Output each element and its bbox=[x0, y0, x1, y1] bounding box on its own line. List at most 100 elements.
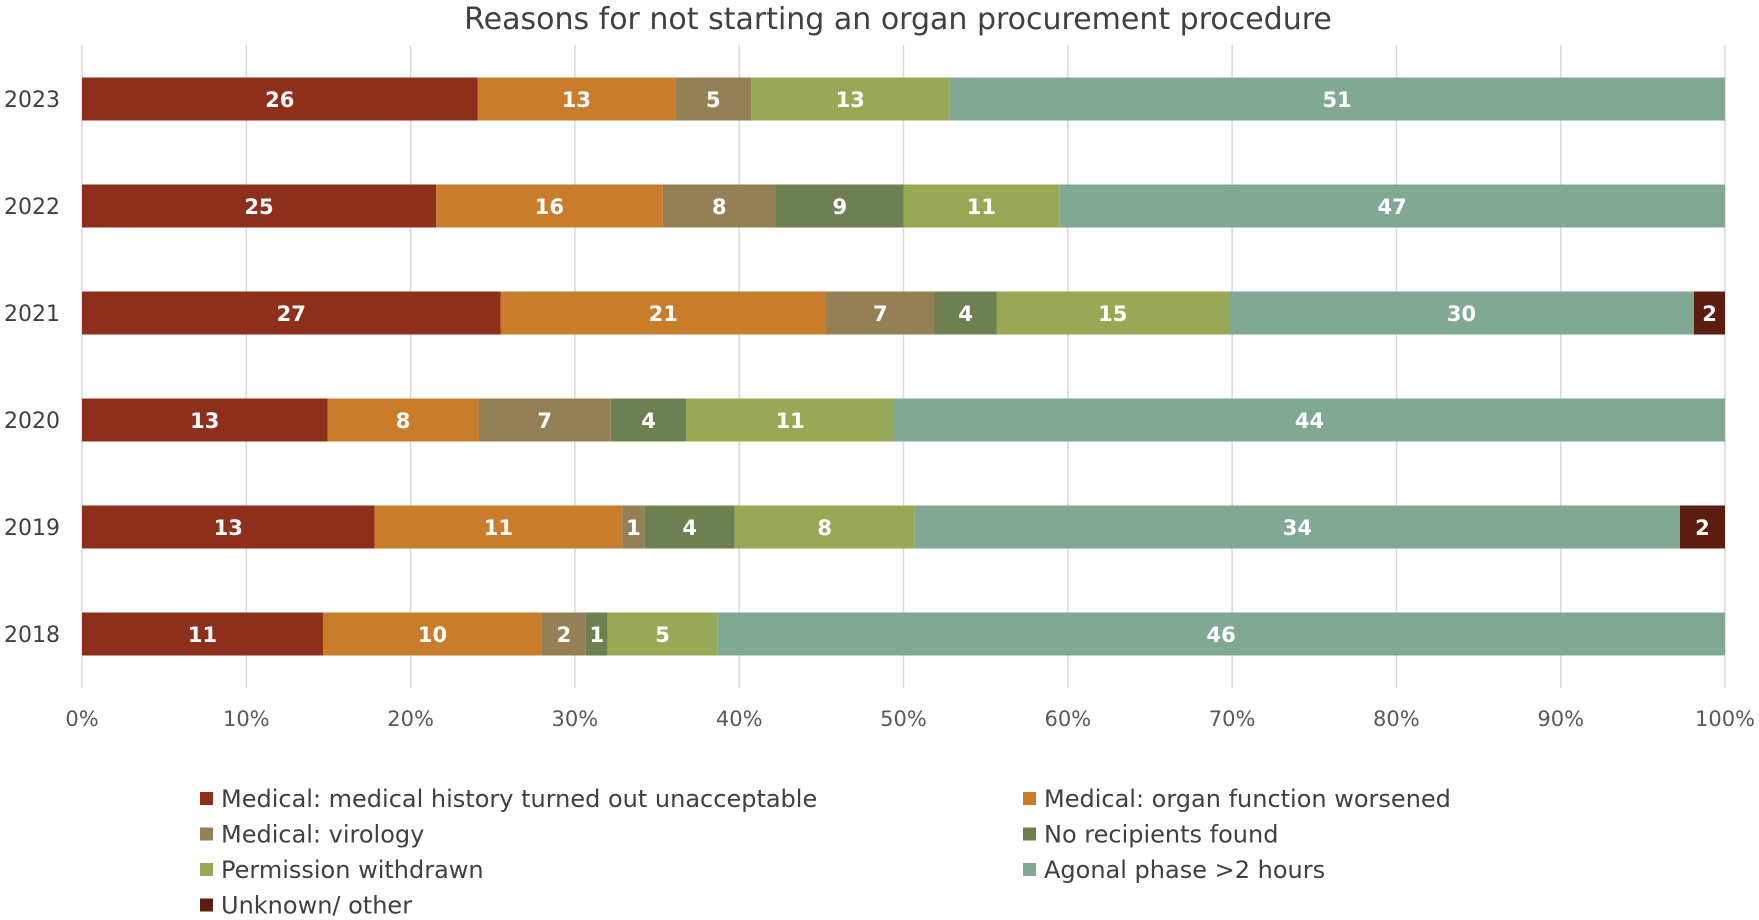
bar-data-label: 8 bbox=[396, 409, 411, 433]
bar-segment bbox=[894, 398, 1725, 442]
bar-data-label: 30 bbox=[1447, 302, 1476, 326]
bar-segment bbox=[322, 612, 543, 656]
bar-segment bbox=[662, 184, 777, 228]
bar-data-label: 16 bbox=[535, 195, 564, 219]
bar-segment bbox=[751, 77, 950, 121]
legend-swatch bbox=[200, 827, 213, 841]
bar-segment bbox=[82, 77, 478, 121]
x-tick-label: 70% bbox=[1209, 707, 1256, 731]
bar-data-label: 46 bbox=[1207, 623, 1236, 647]
legend-swatch bbox=[200, 898, 213, 912]
x-tick-label: 80% bbox=[1373, 707, 1420, 731]
bar-data-label: 7 bbox=[873, 302, 888, 326]
x-tick-label: 50% bbox=[880, 707, 927, 731]
bar-segment bbox=[903, 184, 1060, 228]
bar-segment bbox=[478, 398, 611, 442]
bar-segment bbox=[607, 612, 718, 656]
bar-segment bbox=[82, 291, 501, 335]
bar-data-label: 11 bbox=[776, 409, 805, 433]
x-tick-label: 100% bbox=[1695, 707, 1755, 731]
bar-data-label: 2 bbox=[557, 623, 572, 647]
bar-segment bbox=[734, 505, 915, 549]
year-label: 2018 bbox=[4, 623, 60, 648]
bar-data-label: 11 bbox=[188, 623, 217, 647]
bar-data-label: 4 bbox=[682, 516, 697, 540]
legend-label: Permission withdrawn bbox=[221, 856, 484, 884]
bar-segment bbox=[717, 612, 1725, 656]
bar-segment bbox=[1694, 291, 1725, 335]
bar-segment bbox=[996, 291, 1229, 335]
bar-segment bbox=[542, 612, 586, 656]
bar-segment bbox=[644, 505, 735, 549]
x-tick-label: 0% bbox=[65, 707, 98, 731]
bar-data-label: 8 bbox=[712, 195, 727, 219]
bar-segment bbox=[82, 398, 328, 442]
legend-label: Agonal phase >2 hours bbox=[1044, 856, 1325, 884]
bar-segment bbox=[82, 184, 437, 228]
legend-label: Medical: medical history turned out unac… bbox=[221, 785, 817, 813]
x-tick-label: 30% bbox=[552, 707, 599, 731]
bar-data-label: 10 bbox=[418, 623, 447, 647]
bar-data-label: 34 bbox=[1283, 516, 1312, 540]
year-labels: 2023 2022 2021 2020 2019 2018 bbox=[4, 88, 60, 648]
legend-swatch bbox=[1023, 863, 1036, 876]
bar-data-label: 51 bbox=[1322, 88, 1351, 112]
year-label: 2019 bbox=[4, 516, 60, 541]
bar-data-label: 9 bbox=[832, 195, 847, 219]
bar-data-label: 1 bbox=[626, 516, 641, 540]
bar-segment bbox=[436, 184, 663, 228]
bar-segment bbox=[1679, 505, 1725, 549]
bar-segment bbox=[477, 77, 676, 121]
bar-data-label: 7 bbox=[537, 409, 552, 433]
legend-label: Medical: virology bbox=[221, 821, 424, 849]
bar-data-label: 11 bbox=[484, 516, 513, 540]
chart-title: Reasons for not starting an organ procur… bbox=[464, 2, 1332, 37]
bar-data-label: 44 bbox=[1295, 409, 1324, 433]
bar-segment bbox=[826, 291, 935, 335]
bar-segment bbox=[610, 398, 687, 442]
legend: Medical: medical history turned out unac… bbox=[200, 785, 1451, 920]
bar-segment bbox=[500, 291, 826, 335]
bar-segment bbox=[949, 77, 1725, 121]
legend-swatch bbox=[1023, 792, 1036, 805]
bar-data-label: 27 bbox=[277, 302, 306, 326]
bar-segment bbox=[686, 398, 895, 442]
bar-segment bbox=[776, 184, 904, 228]
bar-segment bbox=[82, 505, 375, 549]
gridlines bbox=[81, 45, 1726, 688]
bar-data-label: 2 bbox=[1695, 516, 1710, 540]
bar-segment bbox=[82, 612, 323, 656]
x-tick-label: 40% bbox=[716, 707, 763, 731]
bar-data-label: 26 bbox=[265, 88, 294, 112]
bar-segment bbox=[622, 505, 645, 549]
year-label: 2022 bbox=[4, 195, 60, 220]
bar-data-label: 5 bbox=[706, 88, 721, 112]
bar-segment bbox=[585, 612, 608, 656]
x-axis-tick-labels: 0% 10% 20% 30% 40% 50% 60% 70% 80% 90% 100% bbox=[65, 707, 1755, 731]
legend-swatch bbox=[200, 792, 213, 805]
bar-data-label: 13 bbox=[836, 88, 865, 112]
x-tick-label: 20% bbox=[387, 707, 434, 731]
bar-data-label: 8 bbox=[817, 516, 832, 540]
x-tick-label: 10% bbox=[223, 707, 270, 731]
bar-segment bbox=[1229, 291, 1694, 335]
year-label: 2020 bbox=[4, 409, 60, 434]
bar-segment bbox=[934, 291, 997, 335]
bar-data-label: 2 bbox=[1702, 302, 1717, 326]
bar-data-label: 15 bbox=[1098, 302, 1127, 326]
x-tick-label: 90% bbox=[1537, 707, 1584, 731]
bar-data-label: 4 bbox=[958, 302, 973, 326]
bar-data-label: 1 bbox=[589, 623, 604, 647]
bar-data-label: 13 bbox=[214, 516, 243, 540]
year-label: 2021 bbox=[4, 302, 60, 327]
bar-data-label: 13 bbox=[562, 88, 591, 112]
bar-data-label: 5 bbox=[655, 623, 670, 647]
bar-data-label: 21 bbox=[649, 302, 678, 326]
bar-data-label: 47 bbox=[1378, 195, 1407, 219]
bar-data-label: 11 bbox=[967, 195, 996, 219]
bar-segment bbox=[327, 398, 479, 442]
bar-segment bbox=[374, 505, 623, 549]
x-tick-label: 60% bbox=[1044, 707, 1091, 731]
